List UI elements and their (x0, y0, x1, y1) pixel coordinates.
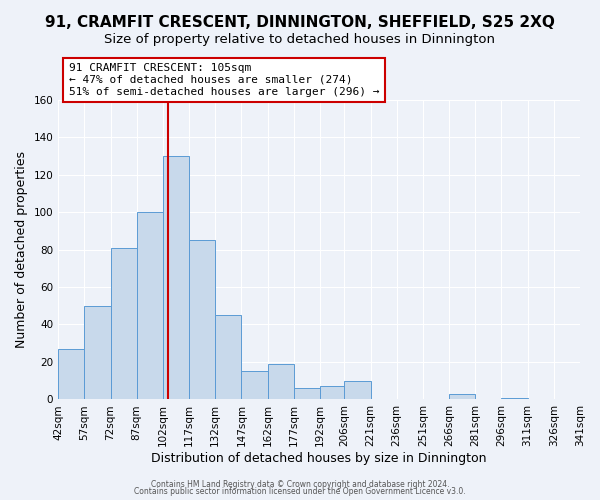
Text: 91 CRAMFIT CRESCENT: 105sqm
← 47% of detached houses are smaller (274)
51% of se: 91 CRAMFIT CRESCENT: 105sqm ← 47% of det… (68, 64, 379, 96)
Bar (215, 315, 241, 400)
Text: Contains HM Land Registry data © Crown copyright and database right 2024.: Contains HM Land Registry data © Crown c… (151, 480, 449, 489)
Text: Contains public sector information licensed under the Open Government Licence v3: Contains public sector information licen… (134, 487, 466, 496)
Bar (241, 372, 268, 400)
Bar (449, 394, 475, 400)
Bar (163, 156, 189, 400)
Y-axis label: Number of detached properties: Number of detached properties (15, 151, 28, 348)
Bar (294, 388, 320, 400)
Bar (137, 212, 163, 400)
Bar (320, 386, 346, 400)
Bar (85, 306, 110, 400)
Text: 91, CRAMFIT CRESCENT, DINNINGTON, SHEFFIELD, S25 2XQ: 91, CRAMFIT CRESCENT, DINNINGTON, SHEFFI… (45, 15, 555, 30)
Text: Size of property relative to detached houses in Dinnington: Size of property relative to detached ho… (104, 32, 496, 46)
Bar (502, 398, 527, 400)
Bar (268, 364, 294, 400)
Bar (344, 380, 371, 400)
Bar (110, 248, 137, 400)
Bar (189, 240, 215, 400)
X-axis label: Distribution of detached houses by size in Dinnington: Distribution of detached houses by size … (151, 452, 487, 465)
Bar (58, 349, 85, 400)
